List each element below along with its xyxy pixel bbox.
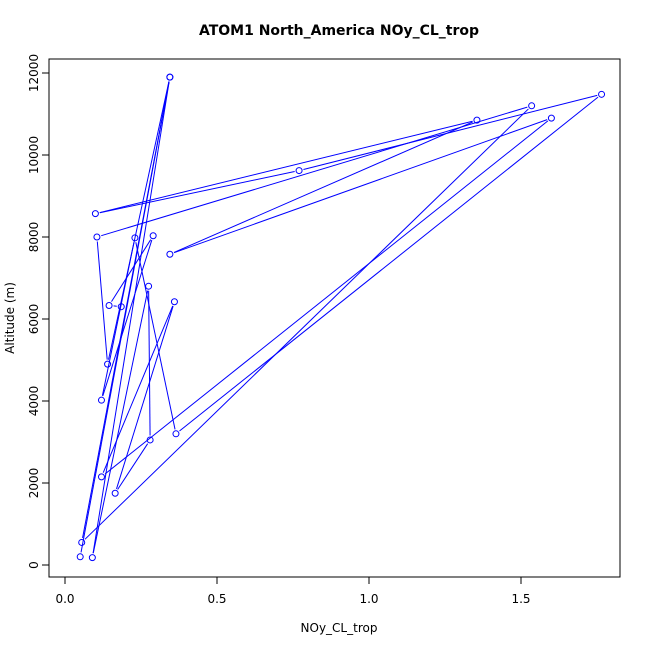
series-segment <box>173 119 548 254</box>
series-segment <box>108 81 170 360</box>
series-segment <box>84 108 529 540</box>
data-point <box>145 282 153 290</box>
series-layer <box>76 73 606 562</box>
data-point <box>93 233 101 241</box>
y-tick-label: 0 <box>27 561 41 569</box>
x-tick-label: 0.5 <box>207 592 226 606</box>
series-segment <box>102 239 153 397</box>
y-tick-label: 10000 <box>27 136 41 174</box>
data-point <box>172 430 180 438</box>
data-point <box>97 473 105 481</box>
y-axis-label: Altitude (m) <box>3 282 17 354</box>
series-segment <box>117 443 149 490</box>
series-segment <box>82 81 170 539</box>
series-segment <box>92 290 149 554</box>
x-tick-label: 0.0 <box>55 592 74 606</box>
chart-title: ATOM1 North_America NOy_CL_trop <box>199 23 479 39</box>
x-tick-label: 1.5 <box>511 592 530 606</box>
data-point <box>78 538 86 546</box>
x-tick-label: 1.0 <box>359 592 378 606</box>
data-point <box>105 301 113 309</box>
y-tick-label: 12000 <box>27 54 41 92</box>
series-segment <box>116 305 174 490</box>
series-segment <box>99 171 295 214</box>
series-segment <box>92 81 170 554</box>
series-segment <box>101 242 135 396</box>
y-tick-label: 6000 <box>27 304 41 335</box>
data-point <box>97 396 105 404</box>
series-segment <box>135 242 176 430</box>
data-point <box>149 232 157 240</box>
series-segment <box>111 239 152 302</box>
y-tick-label: 8000 <box>27 222 41 253</box>
y-axis: 0 2000 4000 6000 8000 10000 12000 <box>27 54 50 569</box>
series-segment <box>101 106 528 237</box>
data-point <box>76 553 84 561</box>
series-segment <box>102 305 174 473</box>
data-point <box>528 102 536 110</box>
data-point <box>104 360 112 368</box>
data-point <box>473 116 481 124</box>
plot-area-frame <box>48 58 621 578</box>
data-point <box>170 298 178 306</box>
series-segment <box>96 241 108 360</box>
data-point <box>131 234 139 242</box>
data-point <box>295 167 303 175</box>
data-point <box>166 250 174 258</box>
data-point <box>166 73 174 81</box>
data-point <box>88 554 96 562</box>
series-segment <box>173 121 474 253</box>
data-point <box>598 90 606 98</box>
series-segment <box>303 94 598 170</box>
series-segment <box>179 96 599 432</box>
data-point <box>146 436 154 444</box>
data-point <box>111 489 119 497</box>
data-point <box>117 303 125 311</box>
x-axis: 0.0 0.5 1.0 1.5 <box>55 576 531 606</box>
y-tick-label: 2000 <box>27 468 41 499</box>
series-segment <box>99 120 473 214</box>
data-point <box>91 210 99 218</box>
y-tick-label: 4000 <box>27 386 41 417</box>
data-point <box>547 114 555 122</box>
series-segment <box>104 120 549 475</box>
x-axis-label: NOy_CL_trop <box>301 621 378 635</box>
